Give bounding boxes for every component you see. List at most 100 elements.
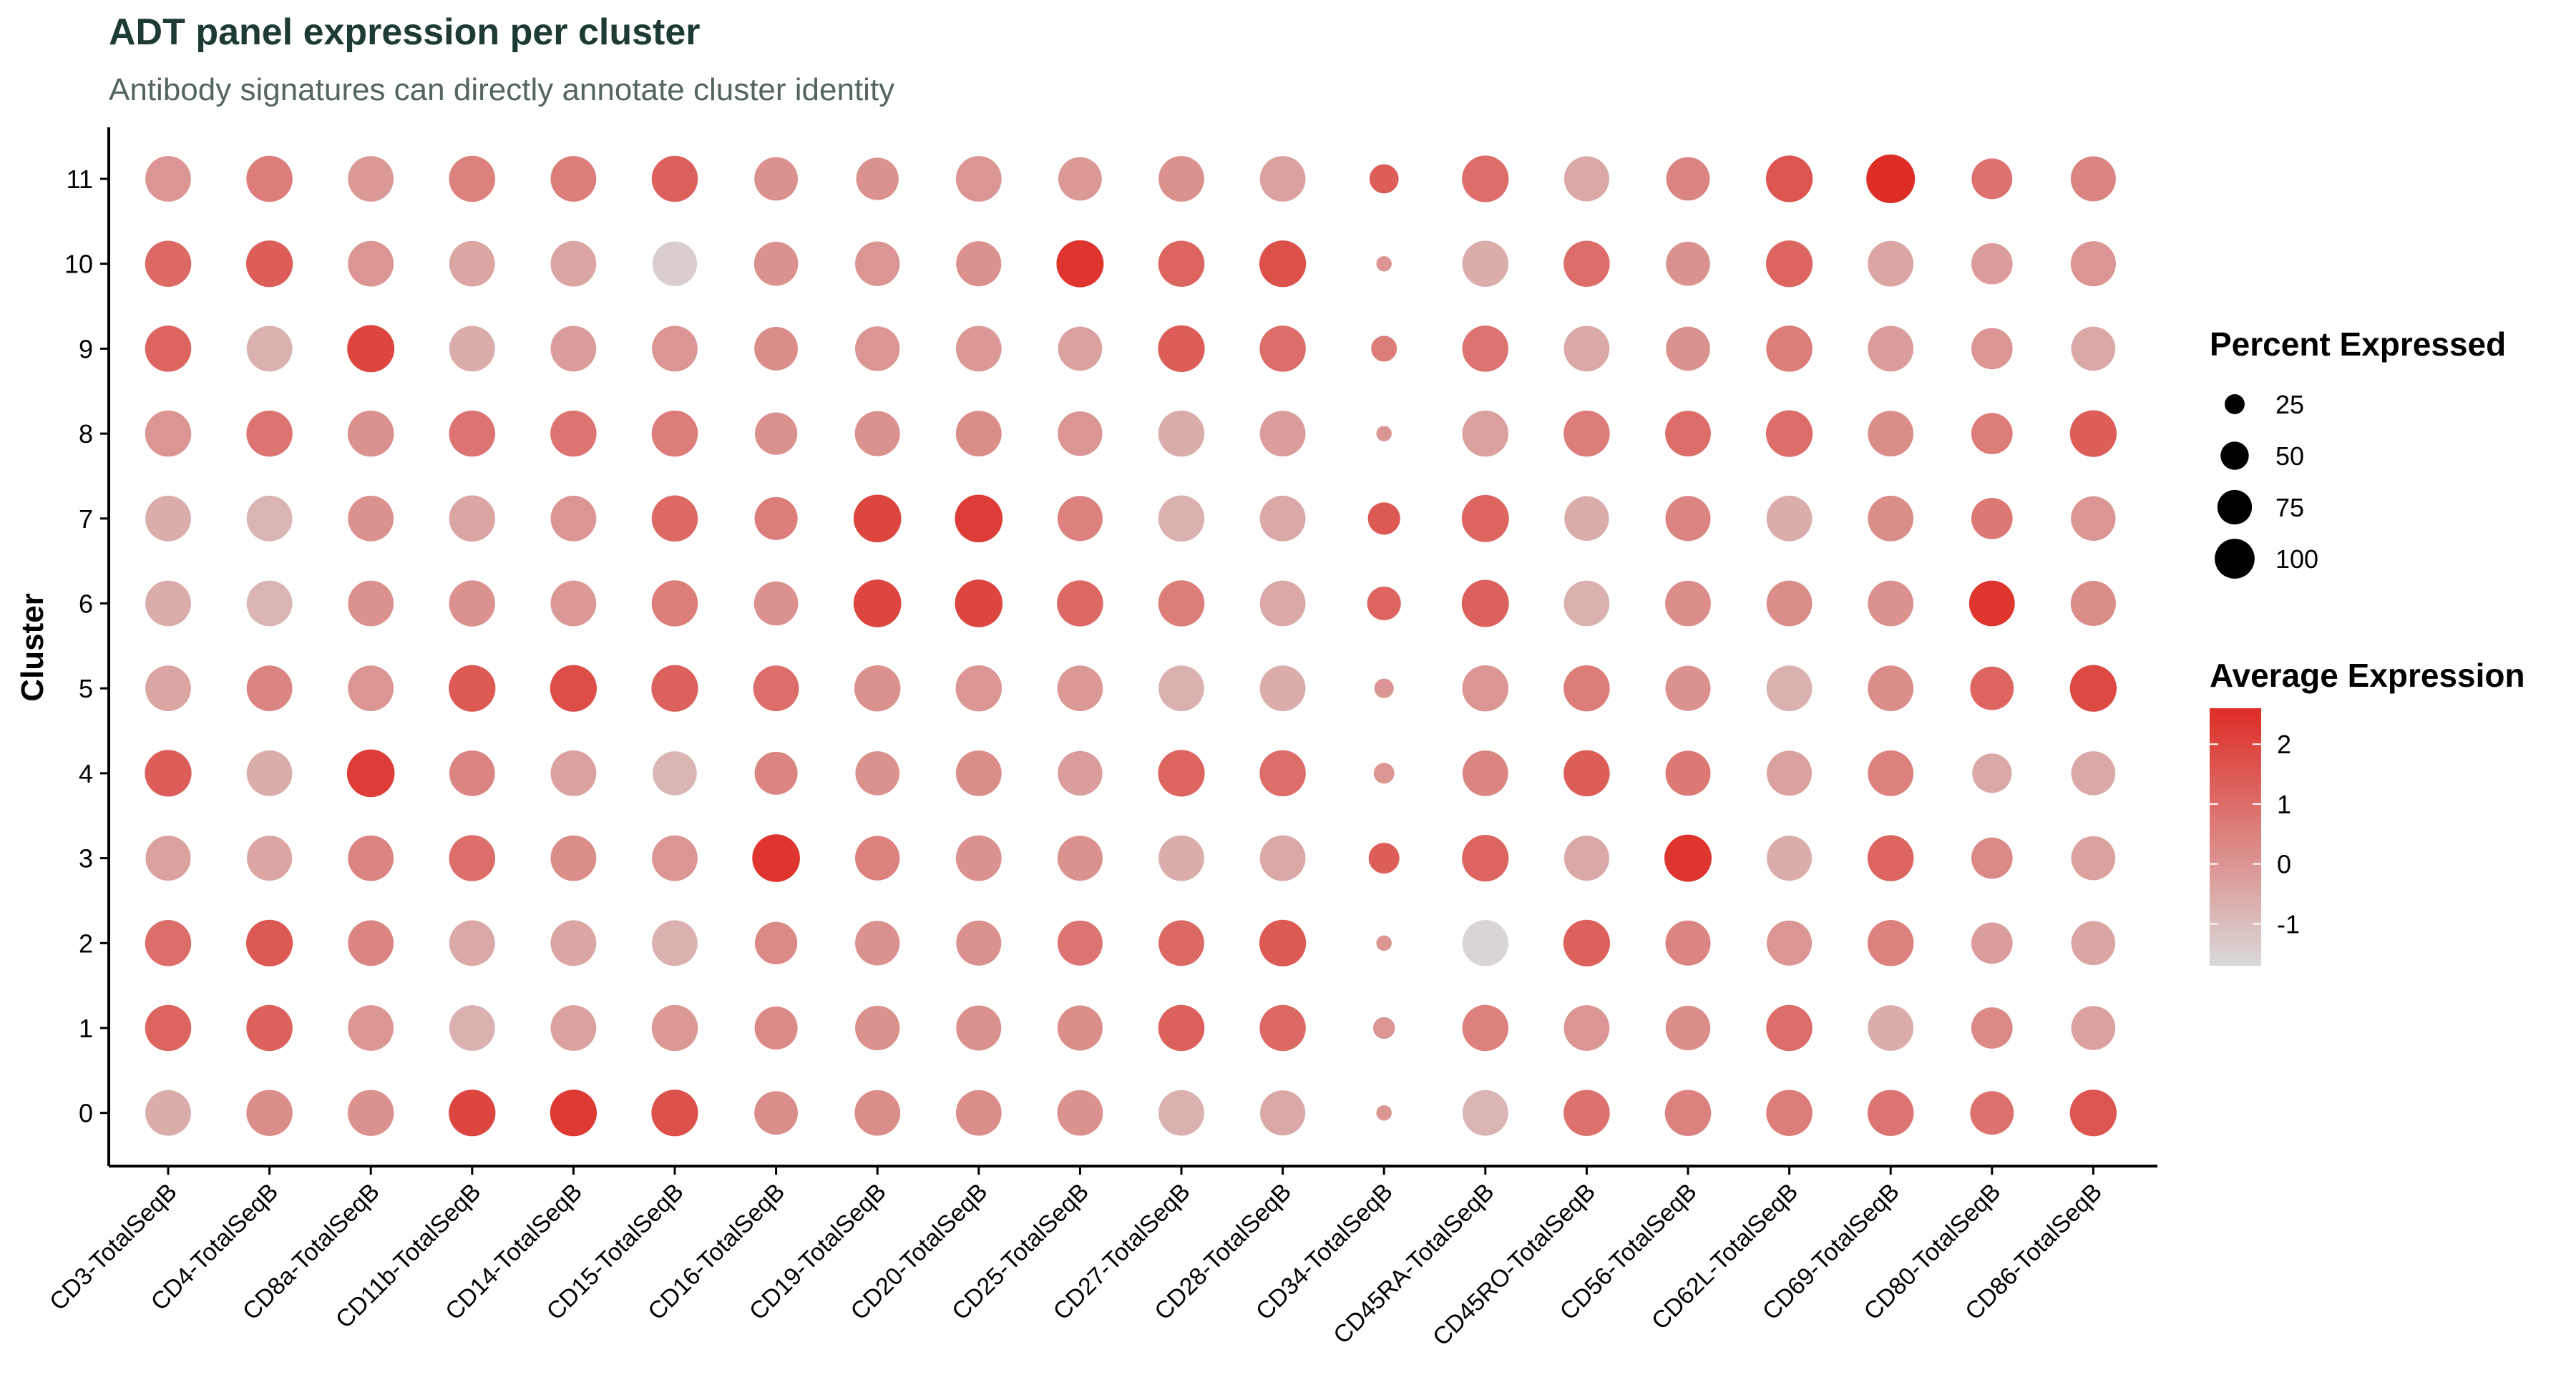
dot-cluster-10-cd11b-totalseqb <box>449 240 495 287</box>
dot-cluster-11-cd34-totalseqb <box>1369 164 1399 194</box>
chart-title: ADT panel expression per cluster <box>109 11 701 53</box>
dot-cluster-8-cd8a-totalseqb <box>347 410 394 457</box>
dot-cluster-11-cd80-totalseqb <box>1971 158 2013 200</box>
dot-cluster-10-cd8a-totalseqb <box>348 240 394 287</box>
dot-cluster-1-cd11b-totalseqb <box>449 1005 495 1051</box>
dot-cluster-6-cd27-totalseqb <box>1158 580 1205 627</box>
dot-cluster-4-cd80-totalseqb <box>1972 753 2012 793</box>
dot-cluster-10-cd56-totalseqb <box>1666 241 1710 286</box>
dot-cluster-3-cd19-totalseqb <box>855 836 900 881</box>
dot-cluster-9-cd45ra-totalseqb <box>1462 326 1509 372</box>
dot-cluster-1-cd69-totalseqb <box>1868 1005 1914 1051</box>
dot-cluster-3-cd80-totalseqb <box>1971 837 2013 879</box>
dot-cluster-6-cd20-totalseqb <box>955 579 1003 627</box>
dot-cluster-8-cd45ro-totalseqb <box>1563 410 1610 457</box>
dot-cluster-10-cd80-totalseqb <box>1971 243 2013 285</box>
dot-cluster-2-cd3-totalseqb <box>145 920 192 966</box>
dot-cluster-11-cd3-totalseqb <box>145 156 191 202</box>
dot-cluster-1-cd28-totalseqb <box>1259 1004 1306 1052</box>
dot-cluster-1-cd3-totalseqb <box>145 1004 192 1052</box>
dot-cluster-0-cd14-totalseqb <box>550 1090 597 1137</box>
y-axis-title: Cluster <box>15 593 50 702</box>
dot-cluster-7-cd86-totalseqb <box>2071 496 2116 541</box>
colorbar <box>2210 708 2261 966</box>
dot-cluster-1-cd86-totalseqb <box>2071 1006 2116 1050</box>
y-tick-label: 11 <box>67 165 93 194</box>
dot-cluster-3-cd27-totalseqb <box>1158 835 1204 881</box>
dot-cluster-11-cd4-totalseqb <box>246 155 293 202</box>
y-tick-label: 4 <box>79 759 93 788</box>
dot-cluster-3-cd25-totalseqb <box>1057 836 1103 881</box>
dot-cluster-5-cd4-totalseqb <box>246 665 293 712</box>
dot-cluster-0-cd34-totalseqb <box>1376 1105 1392 1121</box>
dot-cluster-0-cd62l-totalseqb <box>1766 1090 1813 1136</box>
size-legend-dot <box>2217 489 2253 525</box>
dot-cluster-4-cd3-totalseqb <box>145 750 192 797</box>
dot-cluster-4-cd15-totalseqb <box>653 751 697 796</box>
dot-cluster-1-cd62l-totalseqb <box>1766 1004 1813 1052</box>
dot-cluster-4-cd16-totalseqb <box>754 751 798 795</box>
dot-cluster-9-cd28-totalseqb <box>1259 326 1306 372</box>
dot-cluster-0-cd4-totalseqb <box>246 1090 293 1136</box>
dot-cluster-6-cd4-totalseqb <box>246 580 293 627</box>
size-legend-dot <box>2220 441 2249 470</box>
dot-cluster-10-cd45ro-totalseqb <box>1563 240 1610 287</box>
dot-cluster-7-cd69-totalseqb <box>1868 495 1914 542</box>
dot-cluster-11-cd8a-totalseqb <box>348 156 394 202</box>
size-legend-label: 50 <box>2275 441 2304 471</box>
dot-cluster-6-cd25-totalseqb <box>1057 580 1103 627</box>
dot-cluster-11-cd45ro-totalseqb <box>1563 156 1609 202</box>
dot-cluster-9-cd56-totalseqb <box>1666 326 1710 371</box>
dot-cluster-8-cd86-totalseqb <box>2069 410 2117 457</box>
dot-cluster-0-cd27-totalseqb <box>1158 1090 1204 1136</box>
dot-cluster-7-cd19-totalseqb <box>853 494 902 543</box>
dot-cluster-6-cd62l-totalseqb <box>1766 580 1813 627</box>
dot-cluster-0-cd11b-totalseqb <box>449 1090 496 1137</box>
dot-cluster-5-cd45ro-totalseqb <box>1563 665 1610 712</box>
dot-cluster-1-cd80-totalseqb <box>1971 1007 2013 1049</box>
dot-cluster-6-cd15-totalseqb <box>651 580 698 627</box>
dot-cluster-6-cd34-totalseqb <box>1367 586 1401 621</box>
dot-cluster-2-cd45ro-totalseqb <box>1563 919 1611 966</box>
dot-cluster-9-cd86-totalseqb <box>2071 326 2116 371</box>
dot-cluster-9-cd27-totalseqb <box>1158 325 1205 373</box>
dot-cluster-9-cd11b-totalseqb <box>449 326 495 372</box>
dot-cluster-3-cd8a-totalseqb <box>348 835 394 881</box>
dot-cluster-11-cd25-totalseqb <box>1058 157 1102 201</box>
dot-cluster-2-cd62l-totalseqb <box>1767 920 1813 966</box>
dot-cluster-10-cd14-totalseqb <box>550 240 597 287</box>
dot-cluster-7-cd25-totalseqb <box>1057 496 1103 542</box>
dot-cluster-0-cd86-totalseqb <box>2069 1090 2117 1137</box>
dot-cluster-7-cd15-totalseqb <box>651 495 698 542</box>
dot-cluster-10-cd19-totalseqb <box>855 241 900 286</box>
y-tick-label: 7 <box>79 504 93 534</box>
dot-cluster-2-cd69-totalseqb <box>1867 920 1914 966</box>
dot-cluster-3-cd11b-totalseqb <box>449 835 496 881</box>
dot-cluster-9-cd14-totalseqb <box>550 326 597 372</box>
dot-cluster-9-cd80-totalseqb <box>1971 328 2013 370</box>
dot-cluster-3-cd45ra-totalseqb <box>1462 834 1509 882</box>
dot-cluster-7-cd20-totalseqb <box>955 494 1003 543</box>
dot-cluster-5-cd34-totalseqb <box>1374 678 1394 698</box>
dot-cluster-7-cd28-totalseqb <box>1259 495 1306 542</box>
chart-subtitle: Antibody signatures can directly annotat… <box>109 72 894 107</box>
dot-cluster-5-cd19-totalseqb <box>854 665 901 712</box>
dot-cluster-4-cd20-totalseqb <box>955 750 1002 796</box>
dot-cluster-0-cd15-totalseqb <box>651 1090 698 1137</box>
dot-cluster-8-cd20-totalseqb <box>955 411 1002 456</box>
dot-cluster-8-cd80-totalseqb <box>1971 413 2013 454</box>
dot-cluster-4-cd62l-totalseqb <box>1767 750 1813 796</box>
dot-cluster-5-cd8a-totalseqb <box>348 665 394 712</box>
dot-cluster-9-cd4-totalseqb <box>246 326 293 372</box>
dot-cluster-9-cd16-totalseqb <box>754 326 799 371</box>
dot-cluster-9-cd3-totalseqb <box>145 326 192 372</box>
dot-cluster-0-cd80-totalseqb <box>1970 1091 2014 1135</box>
dot-cluster-10-cd62l-totalseqb <box>1765 240 1813 288</box>
dot-cluster-5-cd27-totalseqb <box>1158 665 1204 712</box>
dot-cluster-0-cd28-totalseqb <box>1260 1090 1306 1136</box>
color-legend-title: Average Expression <box>2210 657 2525 694</box>
dot-cluster-1-cd4-totalseqb <box>246 1004 293 1052</box>
dot-cluster-5-cd45ra-totalseqb <box>1462 665 1509 712</box>
dot-cluster-6-cd14-totalseqb <box>550 580 597 627</box>
